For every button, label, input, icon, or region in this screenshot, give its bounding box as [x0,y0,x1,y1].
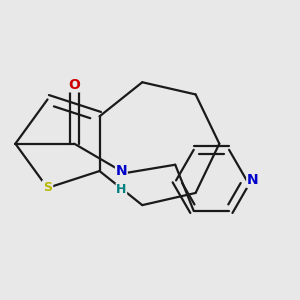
Text: O: O [68,78,80,92]
Text: S: S [43,182,52,194]
Text: N: N [116,164,127,178]
Text: N: N [247,173,258,188]
Text: H: H [116,184,127,196]
